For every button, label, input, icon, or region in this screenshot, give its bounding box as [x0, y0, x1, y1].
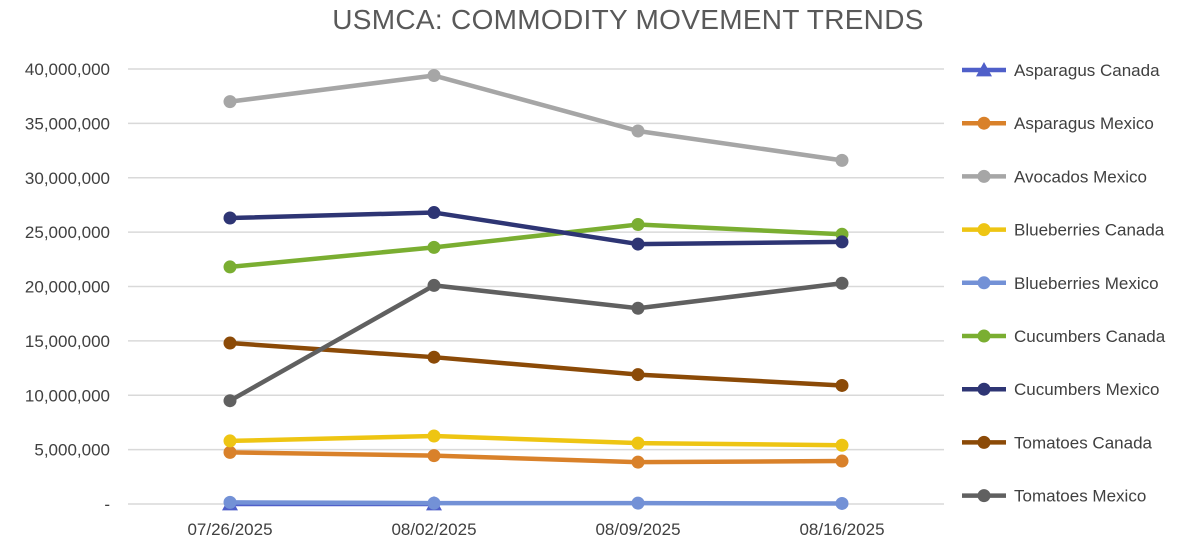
legend: Asparagus Canada Asparagus Mexico Avocados…	[962, 61, 1166, 506]
series-line	[227, 340, 845, 388]
legend-item: Blueberries Mexico	[962, 274, 1159, 293]
series-line	[227, 210, 845, 247]
series-line	[227, 222, 845, 270]
legend-item: Cucumbers Canada	[962, 327, 1166, 346]
data-point	[223, 95, 237, 109]
data-point	[631, 496, 645, 510]
legend-swatch-marker	[977, 329, 991, 343]
series-line	[227, 500, 845, 506]
data-point	[223, 211, 237, 225]
legend-swatch-marker	[976, 62, 992, 77]
legend-label: Blueberries Canada	[1014, 221, 1165, 240]
data-point	[427, 240, 441, 254]
series-tomatoes-canada	[223, 336, 849, 392]
series-blueberries-mexico	[223, 495, 849, 510]
legend-item: Avocados Mexico	[962, 167, 1147, 186]
series-line	[227, 450, 845, 465]
series-tomatoes-mexico	[223, 276, 849, 408]
legend-label: Tomatoes Mexico	[1014, 487, 1146, 506]
data-point	[835, 153, 849, 167]
legend-item: Cucumbers Mexico	[962, 380, 1160, 399]
legend-swatch-marker	[977, 435, 991, 449]
series-blueberries-canada	[223, 429, 849, 452]
data-point	[427, 350, 441, 364]
series-line	[227, 73, 845, 163]
y-tick-label: 15,000,000	[25, 332, 110, 351]
legend-item: Tomatoes Canada	[962, 433, 1153, 452]
legend-item: Asparagus Mexico	[962, 114, 1154, 133]
legend-item: Asparagus Canada	[962, 61, 1160, 80]
data-point	[223, 495, 237, 509]
data-point	[223, 394, 237, 408]
x-tick-label: 08/09/2025	[595, 520, 680, 539]
data-point	[631, 436, 645, 450]
legend-swatch-marker	[977, 223, 991, 237]
series-line	[227, 280, 845, 403]
legend-item: Tomatoes Mexico	[962, 487, 1146, 506]
legend-label: Cucumbers Canada	[1014, 327, 1166, 346]
legend-swatch-marker	[977, 169, 991, 183]
data-point	[427, 278, 441, 292]
data-point	[427, 496, 441, 510]
data-point	[631, 368, 645, 382]
data-point	[835, 235, 849, 249]
legend-label: Tomatoes Canada	[1014, 433, 1153, 452]
legend-swatch-marker	[977, 276, 991, 290]
series-line	[227, 433, 845, 448]
data-point	[223, 434, 237, 448]
legend-label: Cucumbers Mexico	[1014, 380, 1160, 399]
x-tick-label: 07/26/2025	[187, 520, 272, 539]
data-point	[427, 69, 441, 83]
data-point	[631, 124, 645, 138]
data-point	[427, 429, 441, 443]
legend-label: Avocados Mexico	[1014, 167, 1147, 186]
data-point	[223, 336, 237, 350]
legend-swatch-marker	[977, 382, 991, 396]
y-axis-ticks: - 5,000,000 10,000,000 15,000,000 20,000,000…	[25, 60, 110, 514]
x-axis-ticks: 07/26/2025 08/02/2025 08/09/2025 08/16/2025	[187, 520, 884, 539]
data-point	[631, 301, 645, 315]
data-point	[835, 276, 849, 290]
data-point	[427, 449, 441, 463]
y-tick-label: 20,000,000	[25, 278, 110, 297]
x-tick-label: 08/02/2025	[391, 520, 476, 539]
data-point	[835, 438, 849, 452]
y-tick-label: 40,000,000	[25, 60, 110, 79]
y-tick-label: 10,000,000	[25, 386, 110, 405]
x-tick-label: 08/16/2025	[799, 520, 884, 539]
data-point	[223, 260, 237, 274]
legend-label: Asparagus Mexico	[1014, 114, 1154, 133]
data-point	[835, 378, 849, 392]
legend-swatch-marker	[977, 489, 991, 503]
legend-swatch-marker	[977, 116, 991, 130]
series-asparagus-mexico	[223, 445, 849, 469]
legend-item: Blueberries Canada	[962, 221, 1165, 240]
series-cucumbers-mexico	[223, 206, 849, 251]
data-point	[631, 237, 645, 251]
y-tick-label: 25,000,000	[25, 223, 110, 242]
data-point	[835, 454, 849, 468]
data-point	[427, 206, 441, 220]
y-tick-label: 35,000,000	[25, 114, 110, 133]
data-point	[223, 445, 237, 459]
chart-title: USMCA: COMMODITY MOVEMENT TRENDS	[332, 4, 924, 35]
y-tick-label: -	[104, 495, 110, 514]
y-tick-label: 5,000,000	[34, 441, 110, 460]
series-avocados-mexico	[223, 69, 849, 167]
legend-label: Blueberries Mexico	[1014, 274, 1159, 293]
data-point	[835, 496, 849, 510]
legend-label: Asparagus Canada	[1014, 61, 1160, 80]
data-point	[631, 455, 645, 469]
y-tick-label: 30,000,000	[25, 169, 110, 188]
series-group	[222, 69, 849, 511]
data-point	[631, 218, 645, 232]
